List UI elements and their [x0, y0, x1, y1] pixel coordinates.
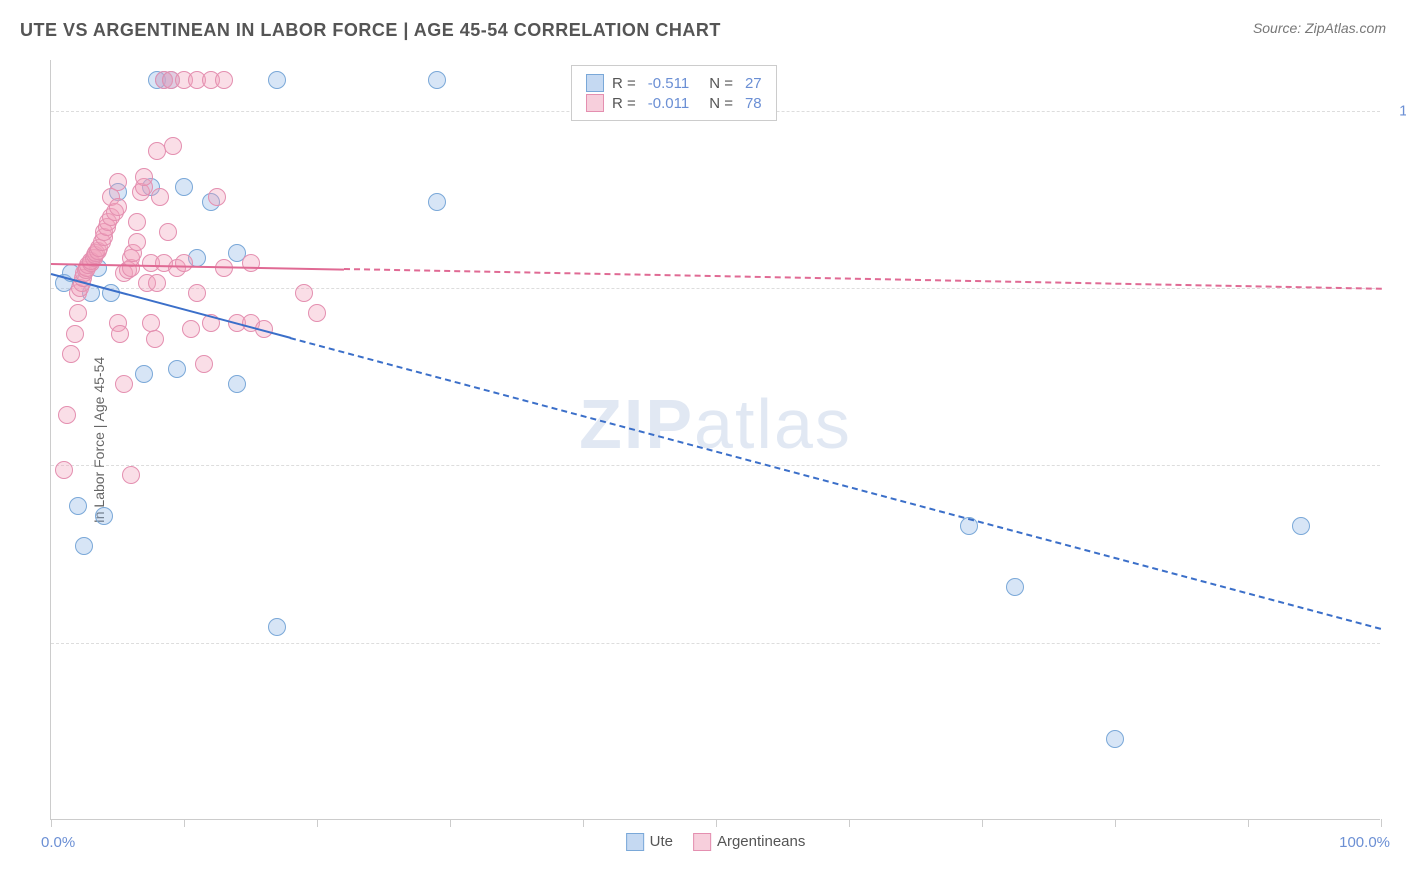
legend-label-arg: Argentineans — [717, 833, 805, 850]
data-point — [1006, 578, 1024, 596]
data-point — [175, 178, 193, 196]
data-point — [58, 406, 76, 424]
data-point — [164, 137, 182, 155]
data-point — [268, 71, 286, 89]
gridline — [51, 288, 1380, 289]
data-point — [128, 233, 146, 251]
data-point — [182, 320, 200, 338]
data-point — [268, 618, 286, 636]
data-point — [66, 325, 84, 343]
data-point — [175, 254, 193, 272]
trend-line-dashed — [344, 268, 1381, 290]
data-point — [75, 537, 93, 555]
gridline — [51, 643, 1380, 644]
data-point — [135, 168, 153, 186]
x-axis-min-label: 0.0% — [41, 834, 75, 851]
data-point — [188, 284, 206, 302]
data-point — [295, 284, 313, 302]
swatch-icon — [626, 833, 644, 851]
chart-title: UTE VS ARGENTINEAN IN LABOR FORCE | AGE … — [20, 20, 721, 41]
y-tick-label: 65.0% — [1390, 457, 1406, 474]
legend-label-ute: Ute — [650, 833, 673, 850]
arg-n-value: 78 — [745, 95, 762, 112]
y-axis-title: In Labor Force | Age 45-54 — [91, 356, 107, 522]
y-tick-label: 47.5% — [1390, 634, 1406, 651]
data-point — [146, 330, 164, 348]
x-tick — [1248, 819, 1249, 827]
plot-area: In Labor Force | Age 45-54 ZIPatlas 47.5… — [50, 60, 1380, 820]
data-point — [55, 461, 73, 479]
x-tick — [1115, 819, 1116, 827]
data-point — [242, 254, 260, 272]
data-point — [308, 304, 326, 322]
y-tick-label: 100.0% — [1390, 102, 1406, 119]
ute-r-value: -0.511 — [648, 75, 689, 92]
x-tick — [1381, 819, 1382, 827]
r-label-2: R = — [612, 95, 636, 112]
data-point — [69, 497, 87, 515]
stats-legend: R = -0.511 N = 27 R = -0.011 N = 78 — [571, 65, 777, 121]
x-tick — [716, 819, 717, 827]
data-point — [148, 274, 166, 292]
trend-line-dashed — [290, 337, 1381, 630]
data-point — [62, 345, 80, 363]
data-point — [1292, 517, 1310, 535]
data-point — [128, 213, 146, 231]
legend-item-ute: Ute — [626, 833, 673, 851]
legend-swatch-arg — [586, 94, 604, 112]
data-point — [168, 360, 186, 378]
data-point — [109, 173, 127, 191]
legend-row-ute: R = -0.511 N = 27 — [586, 74, 762, 92]
legend-swatch-ute — [586, 74, 604, 92]
data-point — [122, 466, 140, 484]
data-point — [95, 507, 113, 525]
data-point — [109, 198, 127, 216]
x-tick — [450, 819, 451, 827]
data-point — [1106, 730, 1124, 748]
gridline — [51, 465, 1380, 466]
x-tick — [849, 819, 850, 827]
data-point — [208, 188, 226, 206]
y-tick-label: 82.5% — [1390, 280, 1406, 297]
data-point — [215, 71, 233, 89]
x-axis-max-label: 100.0% — [1339, 834, 1390, 851]
data-point — [111, 325, 129, 343]
ute-n-value: 27 — [745, 75, 762, 92]
data-point — [228, 375, 246, 393]
data-point — [428, 193, 446, 211]
data-point — [159, 223, 177, 241]
x-tick — [583, 819, 584, 827]
x-tick — [317, 819, 318, 827]
legend-row-arg: R = -0.011 N = 78 — [586, 94, 762, 112]
arg-r-value: -0.011 — [648, 95, 689, 112]
series-legend: Ute Argentineans — [626, 833, 806, 851]
data-point — [115, 375, 133, 393]
watermark-bold: ZIP — [579, 385, 694, 463]
data-point — [151, 188, 169, 206]
x-tick — [51, 819, 52, 827]
legend-item-arg: Argentineans — [693, 833, 805, 851]
data-point — [428, 71, 446, 89]
data-point — [135, 365, 153, 383]
swatch-icon — [693, 833, 711, 851]
source-label: Source: ZipAtlas.com — [1253, 20, 1386, 36]
n-label: N = — [709, 75, 733, 92]
trend-line-solid — [51, 273, 291, 339]
x-tick — [184, 819, 185, 827]
data-point — [195, 355, 213, 373]
data-point — [69, 304, 87, 322]
r-label: R = — [612, 75, 636, 92]
n-label-2: N = — [709, 95, 733, 112]
x-tick — [982, 819, 983, 827]
